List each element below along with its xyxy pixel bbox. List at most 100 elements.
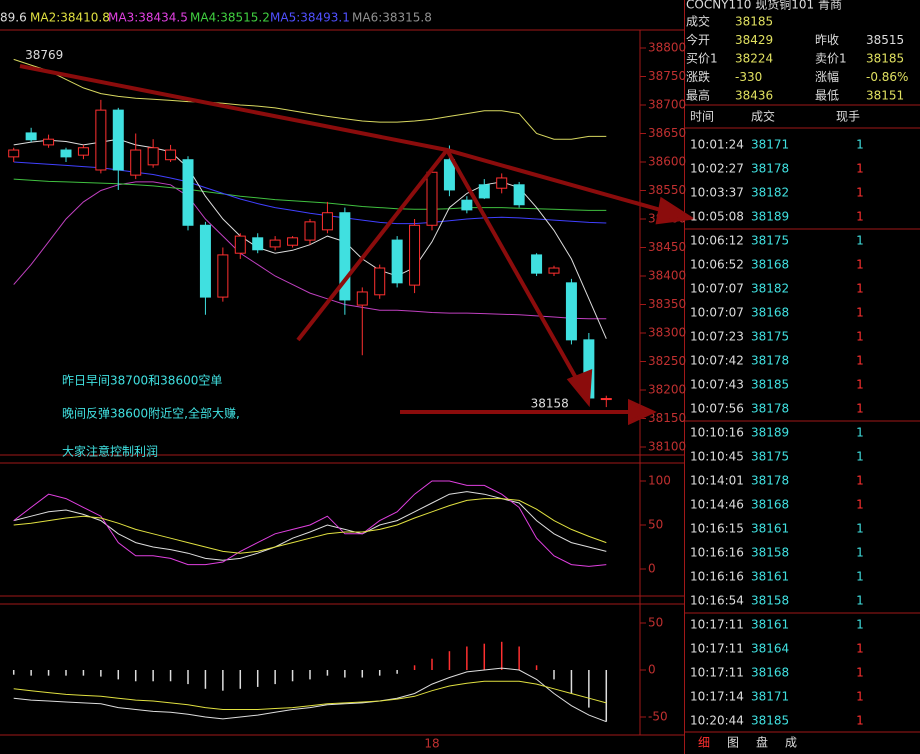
indicator-line xyxy=(13,491,607,561)
y-tick-label: 38250 xyxy=(648,354,686,368)
trade-price: 38161 xyxy=(751,522,789,536)
trade-time: 10:14:01 xyxy=(690,474,744,488)
candle-body xyxy=(112,109,124,171)
trade-qty: 1 xyxy=(856,642,864,656)
trade-qty: 1 xyxy=(856,354,864,368)
candle-body xyxy=(478,184,490,199)
trade-price: 38182 xyxy=(751,282,789,296)
trade-time: 10:10:16 xyxy=(690,426,744,440)
candle-body xyxy=(374,267,386,296)
overlay-text: 大家注意控制利润 xyxy=(62,444,158,459)
trade-price: 38189 xyxy=(751,426,789,440)
price-annotation: 38769 xyxy=(25,48,63,62)
arrow-head xyxy=(628,398,657,426)
y-tick-label: 100 xyxy=(648,474,671,488)
y-tick-label: 38150 xyxy=(648,411,686,425)
trade-header: 时间 xyxy=(690,110,714,124)
trade-qty: 1 xyxy=(856,546,864,560)
quote-label: 买价1 xyxy=(686,52,718,66)
indicator-line xyxy=(13,498,607,554)
trade-qty: 1 xyxy=(856,186,864,200)
quote-label: 卖价1 xyxy=(815,52,847,66)
trade-price: 38161 xyxy=(751,570,789,584)
y-tick-label: 38100 xyxy=(648,440,686,454)
indicator-line xyxy=(13,480,607,567)
trade-qty: 1 xyxy=(856,594,864,608)
trade-qty: 1 xyxy=(856,450,864,464)
trade-price: 38164 xyxy=(751,642,789,656)
trade-qty: 1 xyxy=(856,234,864,248)
trade-header: 现手 xyxy=(836,110,860,124)
candle-body xyxy=(391,239,403,284)
overlay-text: 昨日早间38700和38600空单 xyxy=(62,374,222,388)
candle-body xyxy=(600,398,612,401)
arrow-head xyxy=(566,368,593,408)
trade-time: 10:06:12 xyxy=(690,234,744,248)
quote-label: 最低 xyxy=(815,89,839,103)
trade-price: 38178 xyxy=(751,402,789,416)
y-tick-label: -50 xyxy=(648,710,668,724)
trade-qty: 1 xyxy=(856,330,864,344)
trade-qty: 1 xyxy=(856,378,864,392)
candle-body xyxy=(95,109,107,171)
quote-value: 38436 xyxy=(735,89,773,103)
indicator-line xyxy=(13,181,607,320)
candle-body xyxy=(182,159,194,226)
trade-qty: 1 xyxy=(856,618,864,632)
candle-body xyxy=(461,199,473,211)
candle-body xyxy=(531,254,543,274)
trade-time: 10:10:45 xyxy=(690,450,744,464)
y-tick-label: 38800 xyxy=(648,41,686,55)
ma-legend: MA3:38434.5 xyxy=(108,11,188,25)
trade-price: 38175 xyxy=(751,330,789,344)
ma-legend: MA5:38493.1 xyxy=(270,11,350,25)
quote-value: 38224 xyxy=(735,52,773,66)
trade-qty: 1 xyxy=(856,474,864,488)
y-tick-label: 38350 xyxy=(648,297,686,311)
trade-qty: 1 xyxy=(856,306,864,320)
trade-time: 10:06:52 xyxy=(690,258,744,272)
ma-legend: MA6:38315.8 xyxy=(352,11,432,25)
quote-label: 最高 xyxy=(686,88,710,103)
indicator-line xyxy=(13,680,607,710)
trade-price: 38175 xyxy=(751,234,789,248)
trade-time: 10:17:11 xyxy=(690,666,744,680)
trade-time: 10:20:44 xyxy=(690,714,744,728)
y-tick-label: 50 xyxy=(648,518,663,532)
arrow-head xyxy=(655,196,696,225)
candle-body xyxy=(304,221,316,241)
trade-price: 38178 xyxy=(751,354,789,368)
trade-price: 38185 xyxy=(751,378,789,392)
trade-time: 10:14:46 xyxy=(690,498,744,512)
y-tick-label: 38550 xyxy=(648,183,686,197)
trade-time: 10:07:23 xyxy=(690,330,744,344)
trade-header: 成交 xyxy=(751,109,775,124)
indicator-line xyxy=(13,138,607,339)
quote-label: 涨幅 xyxy=(815,69,839,84)
trade-qty: 1 xyxy=(856,570,864,584)
indicator-line xyxy=(13,667,607,723)
candle-body xyxy=(565,282,577,341)
trade-price: 38171 xyxy=(751,690,789,704)
overlay-layer: 38769 38158 昨日早间38700和38600空单晚间反弹38600附近空,… xyxy=(25,48,569,458)
quote-label: 今开 xyxy=(686,32,710,47)
y-tick-label: 38450 xyxy=(648,240,686,254)
quote-value: 38429 xyxy=(735,33,773,47)
indicator-line xyxy=(13,161,607,225)
candle-body xyxy=(199,224,211,298)
trade-price: 38171 xyxy=(751,138,789,152)
quote-label: 涨跌 xyxy=(686,69,710,84)
x-date-label: 18 xyxy=(424,737,439,751)
price-annotation: 38158 xyxy=(531,396,569,410)
y-tick-label: 38700 xyxy=(648,98,686,112)
quote-value: -330 xyxy=(735,70,762,84)
trade-price: 38178 xyxy=(751,474,789,488)
trade-price: 38161 xyxy=(751,618,789,632)
candle-body xyxy=(339,212,351,301)
ma-legend: MA2:38410.8 xyxy=(30,11,110,25)
trade-qty: 1 xyxy=(856,690,864,704)
